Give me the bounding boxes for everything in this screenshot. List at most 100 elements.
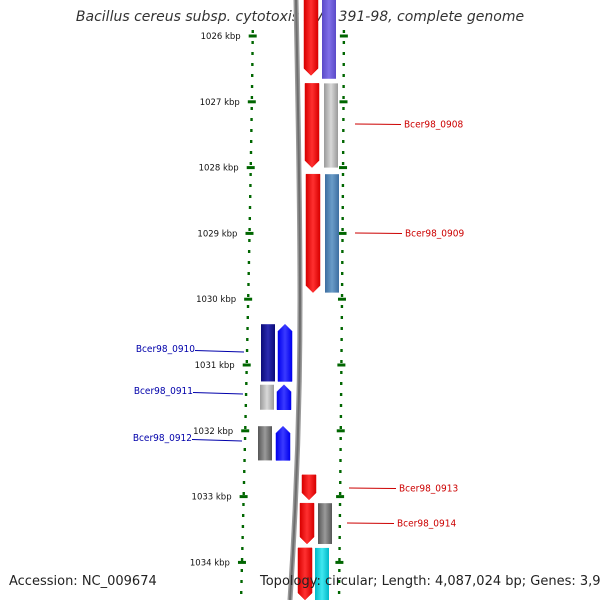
- tick-label: 1030 kbp: [196, 295, 236, 305]
- left-tick-dot: [241, 536, 244, 539]
- gene-arrow-Bcer98_0914: [299, 502, 315, 545]
- left-tick-dot: [251, 41, 254, 44]
- right-tick-dot: [338, 569, 341, 572]
- major-tick-right: [337, 363, 346, 367]
- right-tick-dot: [339, 470, 342, 473]
- leader-line-Bcer98_0913: [348, 487, 397, 489]
- left-tick-dot: [249, 184, 252, 187]
- gene-label-Bcer98_0914: Bcer98_0914: [397, 519, 456, 530]
- left-tick-dot: [246, 305, 250, 308]
- left-tick-dot: [241, 547, 244, 550]
- left-tick-dot: [250, 118, 253, 121]
- left-tick-dot: [242, 503, 245, 506]
- left-tick-dot: [247, 250, 251, 253]
- left-tick-dot: [243, 459, 246, 462]
- major-tick-left: [237, 560, 246, 564]
- left-tick-dot: [246, 316, 249, 319]
- right-tick-dot: [339, 481, 342, 484]
- major-tick-right: [339, 34, 348, 38]
- left-tick-dot: [241, 514, 245, 517]
- right-tick-dot: [342, 63, 345, 66]
- tick-label: 1026 kbp: [201, 32, 241, 42]
- genome-title: Bacillus cereus subsp. cytotoxis NVH 391…: [75, 9, 525, 25]
- gene-arrow-Bcer98_0910: [277, 323, 293, 382]
- backbone-core: [289, 0, 302, 600]
- right-tick-dot: [339, 459, 342, 462]
- gene-label-Bcer98_0908: Bcer98_0908: [404, 120, 463, 131]
- label-layer: Bcer98_0908 Bcer98_0909 Bcer98_0910 Bcer98_…: [133, 120, 465, 530]
- right-tick-dot: [340, 382, 343, 385]
- gene-box-downstream: [315, 547, 329, 600]
- tick-label: 1033 kbp: [192, 493, 232, 503]
- gene-arrow-Bcer98_0913: [301, 474, 317, 501]
- major-tick-left: [245, 231, 254, 235]
- right-tick-dot: [342, 140, 345, 143]
- right-tick-dot: [339, 393, 343, 396]
- left-tick-dot: [249, 140, 253, 143]
- leader-line-Bcer98_0909: [354, 232, 403, 234]
- left-tick-dot: [250, 107, 253, 110]
- left-tick-dot: [243, 437, 247, 440]
- left-tick-dot: [251, 30, 254, 33]
- left-tick-dot: [240, 558, 244, 561]
- gene-label-Bcer98_0912: Bcer98_0912: [133, 433, 192, 444]
- left-tick-dot: [250, 129, 253, 132]
- tick-layer: 1026 kbp 1027 kbp 1028 kbp 1029 kbp 1030 kbp…: [190, 30, 348, 594]
- accession-text: Accession: NC_009674: [9, 574, 157, 589]
- left-tick-dot: [249, 195, 252, 198]
- left-tick-dot: [250, 96, 254, 99]
- right-tick-dot: [338, 580, 341, 583]
- right-tick-dot: [342, 107, 345, 110]
- right-tick-dot: [342, 41, 346, 44]
- right-tick-dot: [338, 558, 341, 561]
- right-tick-dot: [338, 525, 341, 528]
- right-tick-dot: [341, 272, 344, 275]
- left-tick-dot: [242, 481, 246, 484]
- right-tick-dot: [342, 85, 345, 88]
- right-tick-dot: [341, 217, 344, 220]
- left-tick-dot: [240, 569, 243, 572]
- right-tick-dot: [339, 437, 342, 440]
- left-tick-dot: [244, 426, 247, 429]
- left-tick-dot: [244, 404, 248, 407]
- right-tick-dot: [341, 173, 345, 176]
- gene-arrow-downstream: [297, 547, 313, 600]
- right-tick-dot: [342, 52, 345, 55]
- right-tick-dot: [341, 228, 344, 231]
- left-tick-dot: [241, 525, 245, 528]
- left-tick-dot: [246, 327, 249, 330]
- topology-text: Topology: circular; Length: 4,087,024 bp…: [260, 574, 600, 589]
- right-tick-dot: [339, 404, 343, 407]
- left-tick-dot: [242, 492, 245, 495]
- major-tick-right: [336, 495, 345, 499]
- major-tick-right: [335, 560, 344, 564]
- right-tick-dot: [342, 74, 345, 77]
- gene-box-Bcer98_0911: [260, 384, 274, 410]
- left-tick-dot: [251, 52, 254, 55]
- right-tick-dot: [341, 261, 344, 264]
- right-tick-dot: [341, 239, 344, 242]
- right-tick-dot: [337, 591, 341, 594]
- gene-label-Bcer98_0910: Bcer98_0910: [136, 344, 195, 355]
- right-tick-dot: [340, 316, 344, 319]
- tick-label: 1029 kbp: [197, 229, 237, 239]
- major-tick-right: [339, 166, 348, 170]
- left-tick-dot: [247, 261, 251, 264]
- right-tick-dot: [340, 371, 343, 374]
- left-tick-dot: [249, 173, 252, 176]
- major-tick-left: [244, 297, 253, 301]
- gene-box-Bcer98_0914: [318, 503, 332, 544]
- tick-label: 1027 kbp: [200, 98, 240, 108]
- right-tick-dot: [338, 536, 341, 539]
- tick-label: 1028 kbp: [199, 164, 239, 174]
- left-tick-dot: [244, 415, 247, 418]
- leader-line-Bcer98_0912: [191, 439, 243, 442]
- left-tick-dot: [245, 349, 249, 352]
- left-tick-dot: [251, 74, 254, 77]
- gene-arrow-Bcer98_0911: [276, 384, 292, 410]
- gene-box-Bcer98_0910: [261, 324, 275, 382]
- backbone-layer: [287, 0, 303, 600]
- gene-box-Bcer98_0909: [325, 174, 339, 293]
- right-tick-dot: [341, 162, 345, 165]
- left-tick-dot: [245, 371, 248, 374]
